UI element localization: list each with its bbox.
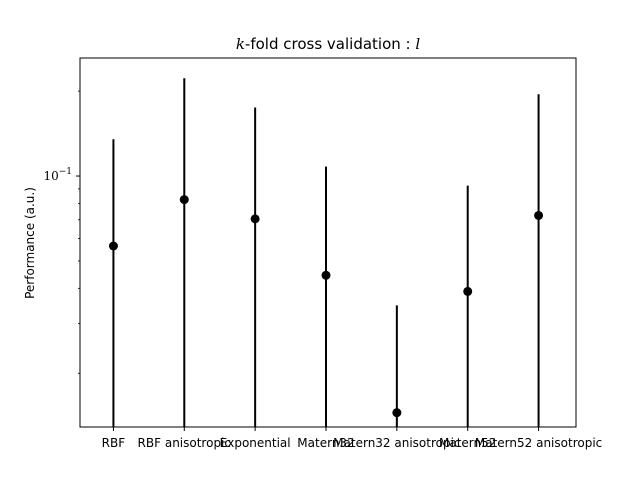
data-point (179, 195, 189, 205)
plot-frame (79, 57, 577, 428)
x-tick-label: Matern32 anisotropic (333, 436, 460, 450)
data-point (250, 214, 260, 224)
plot-marks (108, 78, 544, 427)
data-point (108, 241, 118, 251)
y-axis-label: Performance (a.u.) (23, 187, 37, 299)
y-axis-ticks: 10−1 (43, 90, 80, 374)
x-tick-label: Matern52 (439, 436, 496, 450)
chart-title-math: k (236, 35, 245, 53)
data-point (534, 210, 544, 220)
data-point (463, 286, 473, 296)
chart-title-math-l: l (415, 35, 420, 53)
x-tick-label: Exponential (220, 436, 291, 450)
x-tick-label: Matern52 anisotropic (475, 436, 602, 450)
chart-title-text: -fold cross validation : (245, 35, 415, 53)
data-point (321, 270, 331, 280)
x-tick-label: RBF anisotropic (138, 436, 231, 450)
data-point (392, 408, 402, 418)
x-tick-label: Matern32 (297, 436, 354, 450)
y-tick-label: 10−1 (43, 167, 72, 183)
chart-title: k-fold cross validation : l (236, 35, 421, 53)
x-tick-label: RBF (102, 436, 126, 450)
